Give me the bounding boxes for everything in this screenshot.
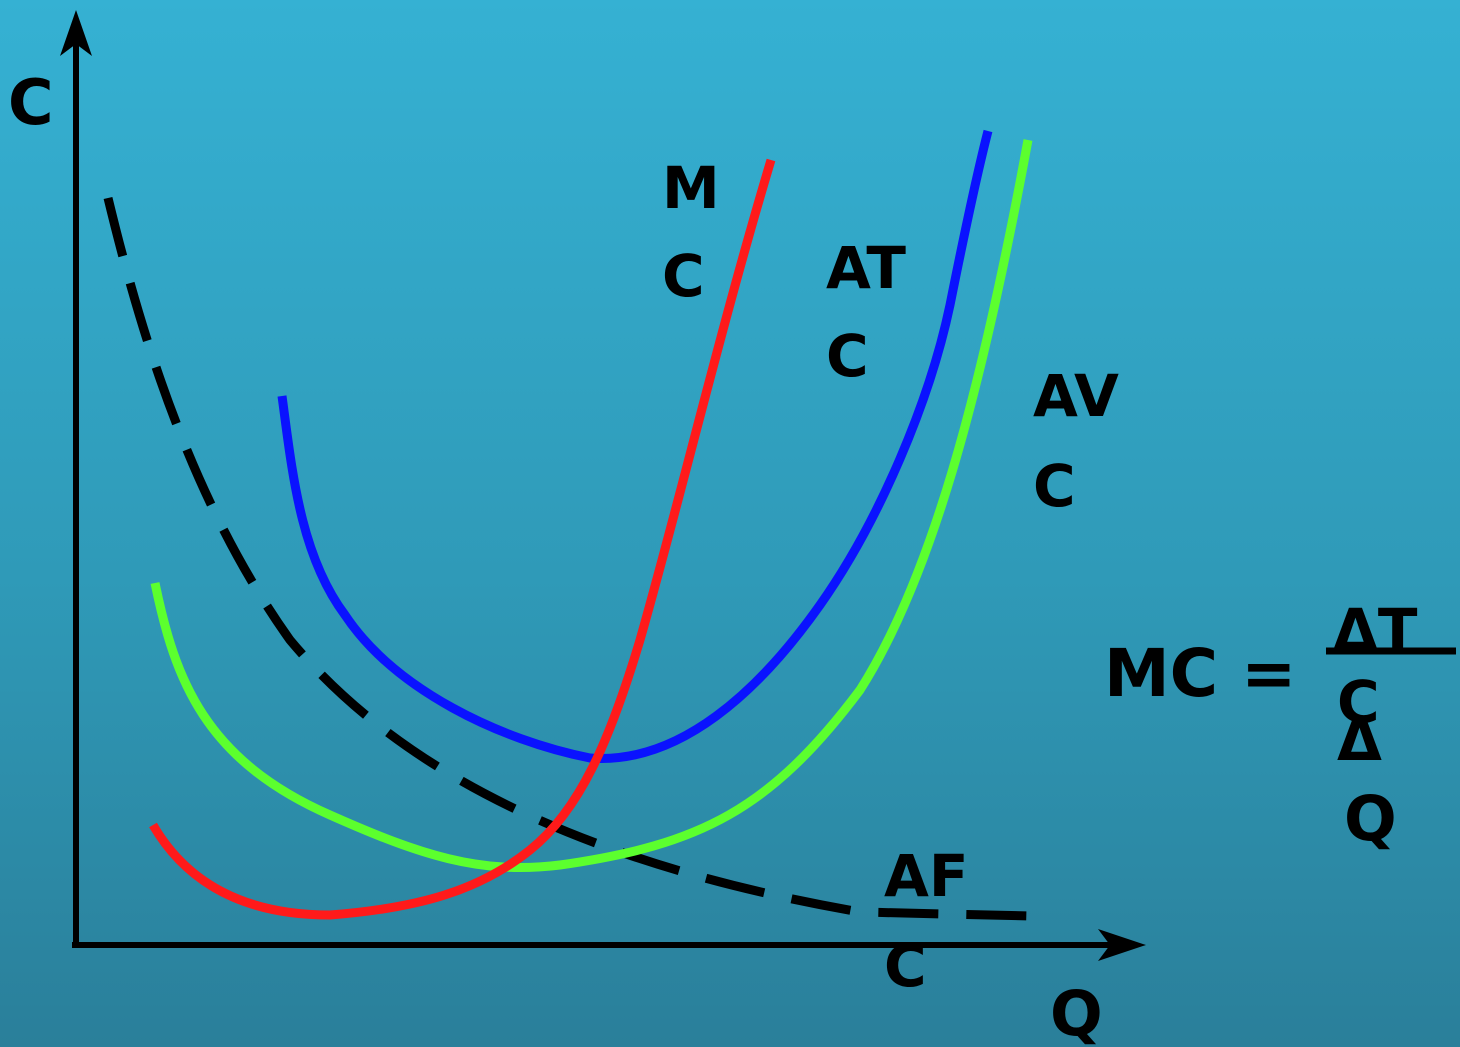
afc-curve bbox=[103, 196, 1033, 921]
afc-label: AF C bbox=[884, 842, 969, 1000]
formula-numerator-tail: C bbox=[1337, 668, 1380, 736]
x-axis-arrowhead bbox=[1098, 929, 1146, 961]
mc-curve bbox=[149, 158, 776, 920]
avc-label-line-1: AV bbox=[1033, 362, 1119, 430]
atc-curve bbox=[277, 129, 993, 763]
formula-denominator: Δ bbox=[1337, 706, 1382, 774]
mc-label-line-1: M bbox=[662, 154, 720, 222]
afc-label-line-1: AF bbox=[884, 842, 969, 910]
x-axis-label: Q bbox=[1050, 977, 1103, 1047]
formula-left: MC = bbox=[1104, 635, 1296, 712]
atc-label-line-2: C bbox=[826, 322, 869, 390]
avc-label: AV C bbox=[1033, 362, 1119, 520]
y-axis-label: C bbox=[8, 66, 54, 139]
avc-label-line-2: C bbox=[1033, 452, 1076, 520]
formula-denominator-tail: Q bbox=[1344, 782, 1397, 855]
mc-label: M C bbox=[662, 154, 720, 310]
mc-label-line-2: C bbox=[662, 242, 705, 310]
axes: C Q bbox=[8, 10, 1146, 1047]
y-axis-arrowhead bbox=[60, 10, 92, 56]
afc-label-line-2: C bbox=[884, 932, 927, 1000]
mc-formula: MC = ΔT C Δ Q bbox=[1104, 596, 1456, 855]
atc-label: AT C bbox=[826, 234, 906, 390]
atc-label-line-1: AT bbox=[826, 234, 906, 302]
avc-curve bbox=[150, 139, 1033, 873]
